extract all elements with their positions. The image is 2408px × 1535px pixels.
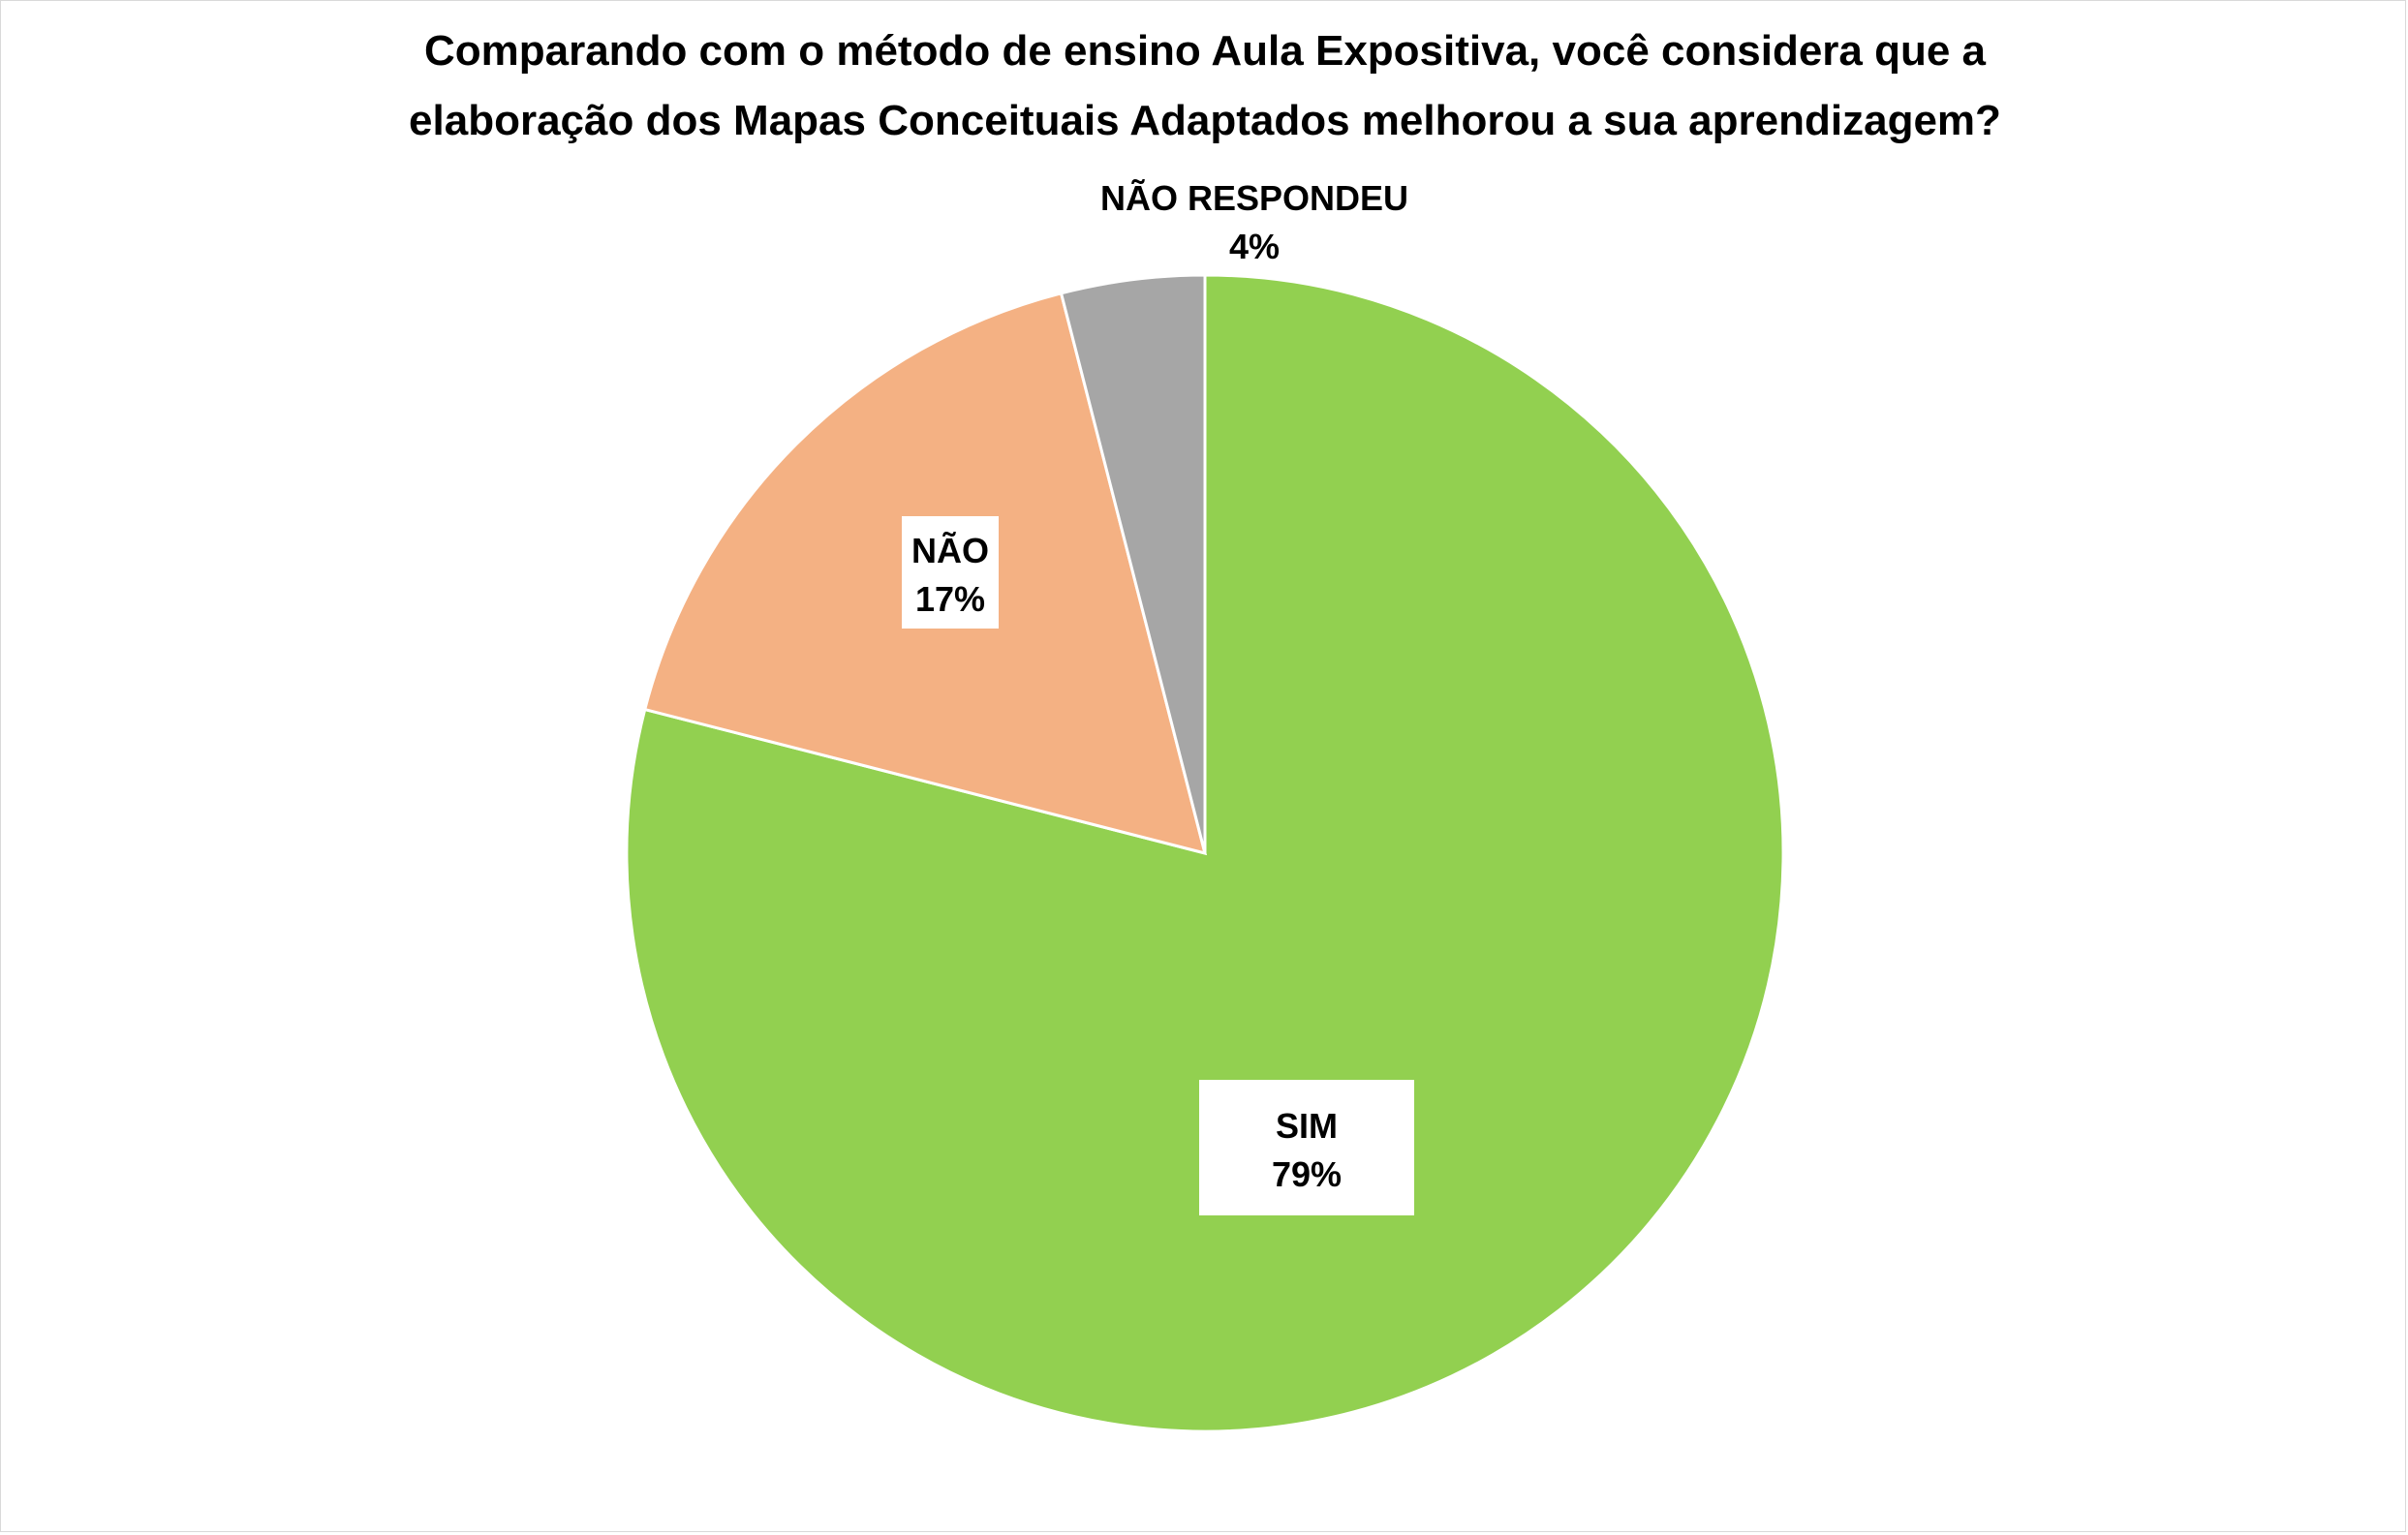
pie-slice-n-o-respondeu — [1059, 273, 1207, 854]
data-label-percentage: 4% — [1229, 227, 1280, 266]
data-label-background — [902, 516, 999, 629]
chart-title-line-1: Comparando com o método de ensino Aula E… — [424, 27, 1987, 75]
data-label-category: SIM — [1276, 1106, 1338, 1146]
data-label-percentage: 79% — [1272, 1154, 1342, 1194]
data-label-category: NÃO RESPONDEU — [1100, 177, 1408, 218]
data-label-group: NÃO RESPONDEU 4% — [1100, 177, 1408, 266]
data-label-percentage: 17% — [915, 579, 985, 619]
pie-slices — [625, 273, 1785, 1433]
data-label-group: NÃO 17% — [902, 516, 999, 629]
chart-title-line-2: elaboração dos Mapas Conceituais Adaptad… — [409, 97, 2001, 144]
data-label-group: SIM 79% — [1199, 1080, 1414, 1215]
data-label-background — [1199, 1080, 1414, 1215]
pie-data-labels: SIM 79% NÃO 17% NÃO RESPONDEU 4% — [902, 177, 1414, 1215]
data-label-category: NÃO — [911, 530, 989, 570]
